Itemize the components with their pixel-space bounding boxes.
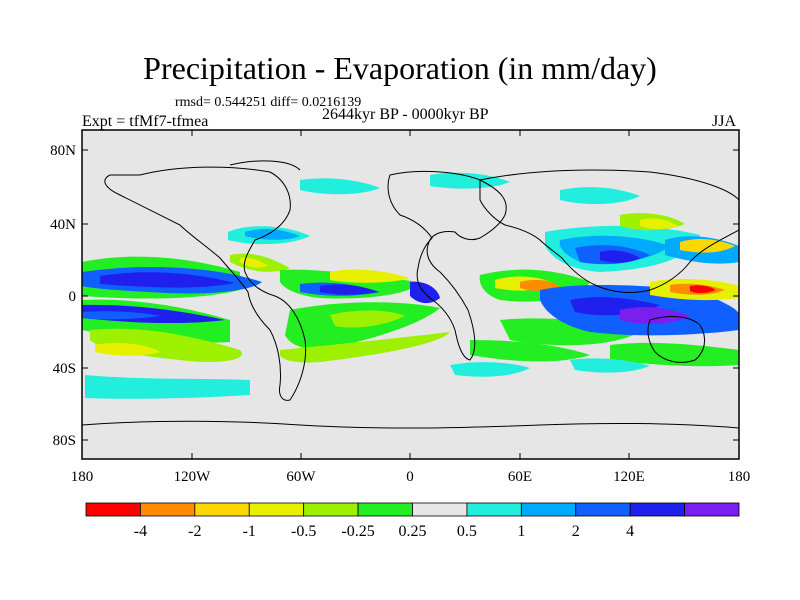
colorbar-box xyxy=(248,502,305,517)
colorbar-label: 2 xyxy=(572,523,580,540)
colorbar-box xyxy=(684,502,740,517)
lon-tick-label: 60W xyxy=(286,469,316,485)
colorbar: -4 -2 -1 -0.5 -0.25 0.25 0.5 1 2 4 xyxy=(85,502,740,540)
map-title: Precipitation - Evaporation (in mm/day) xyxy=(143,50,657,86)
colorbar-label: -2 xyxy=(188,523,201,540)
lat-tick-label: 40N xyxy=(50,217,76,233)
lat-tick-label: 0 xyxy=(69,289,77,305)
colorbar-label: 0.5 xyxy=(457,523,477,540)
experiment-label: Expt = tfMf7-tfmea xyxy=(82,113,209,130)
colorbar-box xyxy=(357,502,413,517)
colorbar-box xyxy=(85,502,141,517)
lon-tick-label: 180 xyxy=(728,469,751,485)
colorbar-label: 0.25 xyxy=(399,523,427,540)
lon-tick-label: 180 xyxy=(71,469,94,485)
lon-tick-label: 0 xyxy=(406,469,414,485)
lat-tick-label: 80N xyxy=(50,143,76,159)
anomaly-fields xyxy=(82,172,739,399)
season-label: JJA xyxy=(712,113,737,130)
latitude-ticks: 80N 40N 0 40S 80S xyxy=(50,143,739,449)
lon-tick-label: 60E xyxy=(508,469,532,485)
lat-tick-label: 40S xyxy=(53,361,76,377)
lat-tick-label: 80S xyxy=(53,433,76,449)
colorbar-box xyxy=(575,502,631,517)
longitude-ticks: 180 120W 60W 0 60E 120E 180 xyxy=(71,130,751,485)
colorbar-box xyxy=(520,502,577,517)
coastlines xyxy=(82,160,739,429)
colorbar-box xyxy=(140,502,196,517)
colorbar-box xyxy=(466,502,522,517)
colorbar-label: -0.25 xyxy=(341,523,374,540)
colorbar-label: 1 xyxy=(517,523,525,540)
colorbar-label: -0.5 xyxy=(291,523,316,540)
lon-tick-label: 120W xyxy=(174,469,212,485)
stats-label: rmsd= 0.544251 diff= 0.0216139 xyxy=(175,95,362,110)
period-label: 2644kyr BP - 0000kyr BP xyxy=(322,106,489,123)
colorbar-box xyxy=(629,502,685,517)
colorbar-box xyxy=(412,502,468,517)
colorbar-box xyxy=(194,502,250,517)
lon-tick-label: 120E xyxy=(613,469,645,485)
colorbar-label: -1 xyxy=(243,523,256,540)
colorbar-label: -4 xyxy=(134,523,147,540)
colorbar-label: 4 xyxy=(626,523,634,540)
colorbar-box xyxy=(303,502,359,517)
